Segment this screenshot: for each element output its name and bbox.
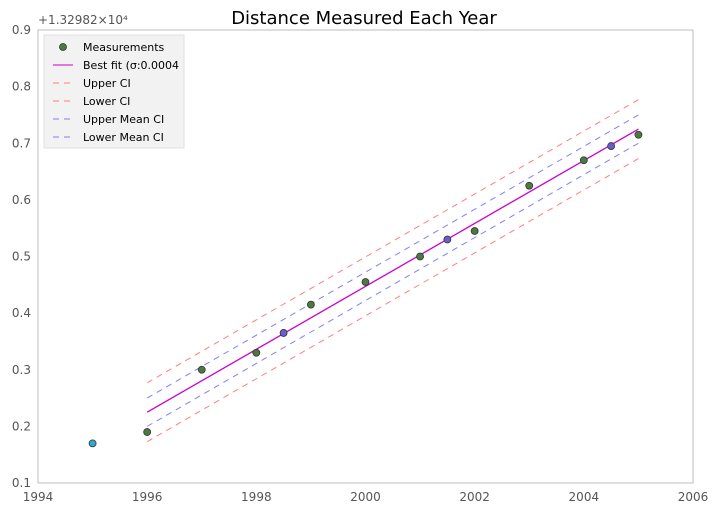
legend-label: Upper CI	[83, 77, 131, 90]
legend-label: Lower Mean CI	[83, 131, 164, 144]
y-tick-label: 0.1	[12, 476, 31, 490]
y-tick-label: 0.2	[12, 419, 31, 433]
legend-label: Measurements	[83, 41, 165, 54]
legend-label: Upper Mean CI	[83, 113, 164, 126]
y-tick-label: 0.7	[12, 136, 31, 150]
y-tick-label: 0.4	[12, 306, 31, 320]
series-layer	[88, 99, 643, 448]
data-point	[143, 428, 152, 436]
best-fit-0-0004-line	[146, 128, 639, 413]
data-point	[634, 130, 643, 139]
tick-layer: 1994 1996 1998 2000 2002 2004 2006 0.1 0.2 0.3 0.4…	[12, 23, 708, 504]
y-tick-label: 0.6	[12, 193, 31, 207]
y-tick-label: 0.5	[12, 250, 31, 264]
y-tick-label: 0.3	[12, 363, 31, 377]
y-tick-label: 0.8	[12, 80, 31, 94]
x-tick-label: 2002	[459, 490, 490, 504]
data-point	[443, 235, 452, 244]
x-tick-label: 2006	[678, 490, 709, 504]
legend-label: Lower CI	[83, 95, 130, 108]
x-tick-label: 2000	[350, 490, 381, 504]
legend: Measurements Best fit (σ:0.0004 Upper CI Lo…	[43, 34, 185, 149]
data-point	[307, 300, 315, 309]
y-tick-label: 0.9	[12, 23, 31, 37]
data-point	[252, 348, 261, 357]
data-point	[197, 365, 206, 374]
legend-marker	[59, 43, 67, 51]
x-tick-label: 1996	[132, 490, 163, 504]
x-tick-label: 1998	[241, 490, 272, 504]
legend-box	[43, 34, 185, 149]
x-tick-label: 2004	[569, 490, 600, 504]
data-point	[416, 252, 424, 261]
y-offset-label: +1.32982×10⁴	[38, 13, 128, 27]
data-point	[88, 439, 97, 448]
x-tick-label: 1994	[23, 490, 54, 504]
data-point	[525, 181, 534, 190]
data-point	[361, 278, 370, 286]
chart-title: Distance Measured Each Year	[231, 8, 497, 29]
legend-label: Best fit (σ:0.0004	[83, 59, 179, 72]
data-point	[579, 156, 588, 165]
data-point	[279, 329, 288, 337]
data-point	[607, 142, 616, 150]
data-point	[470, 227, 479, 235]
